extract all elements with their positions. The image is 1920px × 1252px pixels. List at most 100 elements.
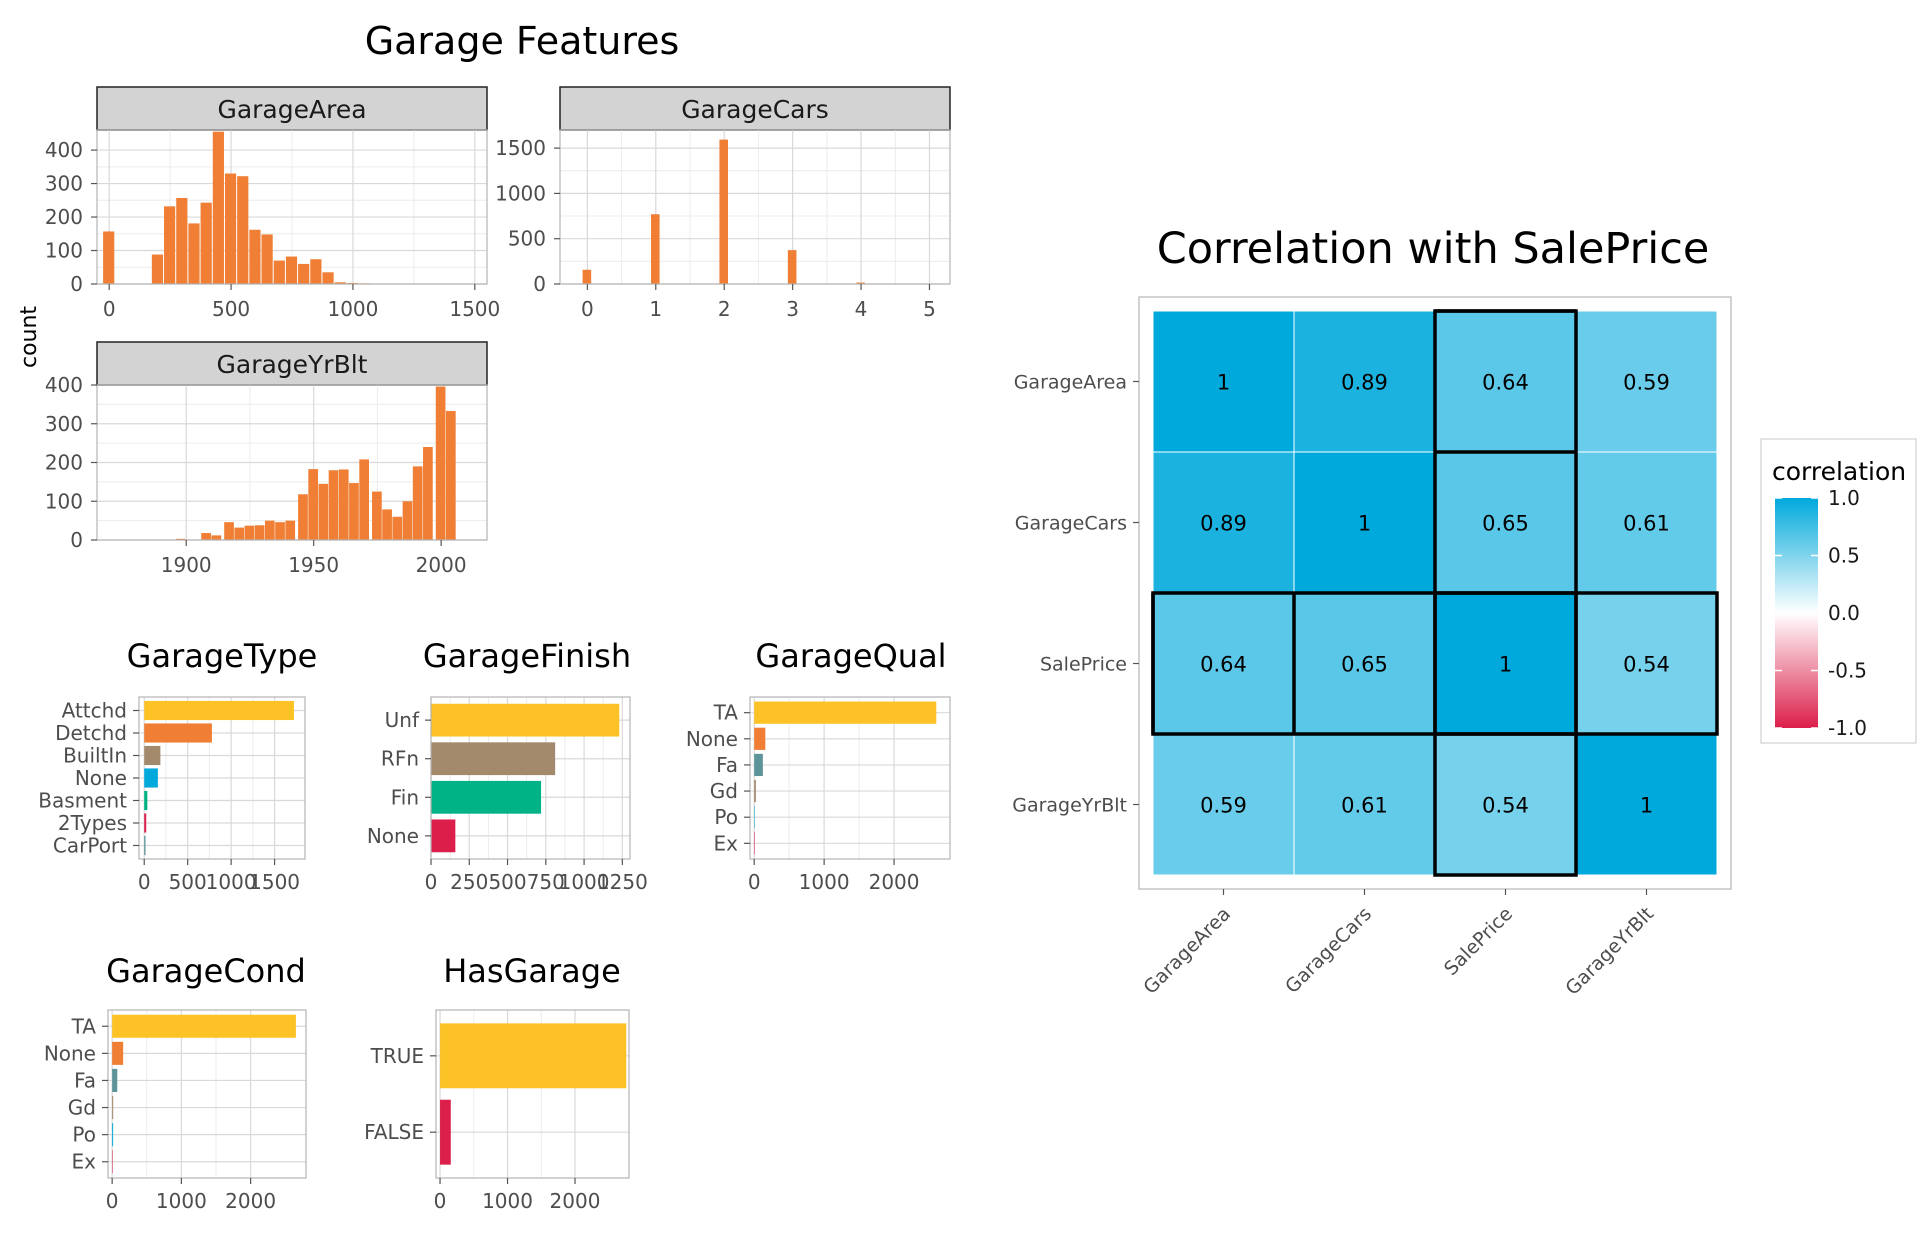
subplot-title: GarageFinish: [423, 637, 631, 675]
x-tick-label: 2000: [225, 1189, 276, 1213]
category-bar: [112, 1096, 113, 1119]
histogram-bar: [285, 521, 295, 540]
legend-tick-label: 0.5: [1828, 544, 1860, 568]
category-bar: [112, 1150, 113, 1173]
heatmap-value-label: 0.65: [1482, 512, 1529, 536]
y-tick-label: Ex: [714, 831, 739, 855]
x-tick-label: 2000: [416, 553, 467, 577]
x-tick-label: SalePrice: [1440, 903, 1517, 980]
legend-tick-label: 1.0: [1828, 486, 1860, 510]
heatmap-value-label: 1: [1640, 794, 1653, 818]
x-tick-label: 1900: [161, 553, 212, 577]
x-tick-label: 0: [581, 297, 594, 321]
y-tick-label: 200: [45, 451, 83, 475]
histogram-bar: [319, 484, 329, 540]
x-tick-label: 0: [748, 870, 761, 894]
y-tick-label: Fin: [391, 785, 419, 809]
category-bar: [754, 702, 936, 724]
y-tick-label: GarageArea: [1014, 372, 1127, 394]
histogram-bar: [788, 250, 797, 284]
y-tick-label: 1000: [495, 181, 546, 205]
y-tick-label: 200: [45, 205, 83, 229]
category-bar: [754, 806, 755, 828]
x-tick-label: 0: [106, 1189, 119, 1213]
y-tick-label: TA: [713, 701, 739, 725]
x-tick-label: 0: [138, 870, 151, 894]
x-tick-label: 500: [212, 297, 250, 321]
category-bar: [754, 780, 756, 802]
category-bar: [144, 723, 212, 742]
x-tick-label: 1250: [597, 870, 648, 894]
y-tick-label: Po: [72, 1123, 96, 1147]
x-tick-label: 1500: [449, 297, 500, 321]
heatmap-value-label: 1: [1217, 371, 1230, 395]
y-tick-label: Gd: [710, 779, 738, 803]
x-tick-label: 1000: [482, 1189, 533, 1213]
x-tick-label: 1000: [156, 1189, 207, 1213]
histogram-bar: [339, 469, 349, 540]
x-tick-label: 1: [649, 297, 662, 321]
histogram-bar: [164, 206, 175, 284]
heatmap-value-label: 1: [1499, 653, 1512, 677]
heatmap-value-label: 0.89: [1200, 512, 1247, 536]
y-tick-label: None: [686, 727, 738, 751]
category-bar: [431, 704, 619, 737]
heatmap-title: Correlation with SalePrice: [1157, 224, 1710, 274]
category-bar: [754, 832, 755, 854]
x-tick-label: 4: [855, 297, 868, 321]
histogram-bar: [255, 525, 265, 540]
histogram-bar: [403, 501, 413, 540]
category-bar: [144, 813, 146, 832]
category-bar: [112, 1015, 296, 1038]
histogram-bar: [349, 483, 359, 540]
histogram-bar: [651, 214, 660, 284]
legend-tick-label: 0.0: [1828, 601, 1860, 625]
x-tick-label: 0: [425, 870, 438, 894]
y-tick-label: GarageCars: [1015, 513, 1127, 535]
subplot-title: GarageQual: [755, 637, 946, 675]
histogram-bar: [719, 140, 728, 284]
y-axis-label: count: [17, 306, 42, 368]
category-bar: [144, 791, 147, 810]
y-tick-label: 300: [45, 412, 83, 436]
facet-title: GarageArea: [217, 95, 366, 124]
histogram-bar: [274, 261, 285, 284]
legend-tick-label: -1.0: [1828, 716, 1867, 740]
y-tick-label: 400: [45, 138, 83, 162]
histogram-bar: [322, 272, 333, 284]
histogram-bar: [234, 528, 244, 540]
y-tick-label: GarageYrBlt: [1012, 795, 1127, 817]
x-tick-label: 3: [786, 297, 799, 321]
y-tick-label: Fa: [74, 1068, 96, 1092]
histogram-bar: [176, 198, 187, 284]
category-bar: [112, 1042, 123, 1065]
y-tick-label: Detchd: [55, 721, 127, 745]
histogram-bar: [188, 223, 199, 284]
x-tick-label: 1950: [288, 553, 339, 577]
y-tick-label: 0: [533, 272, 546, 296]
y-tick-label: 500: [508, 227, 546, 251]
histogram-bar: [298, 494, 308, 540]
y-tick-label: 2Types: [58, 811, 127, 835]
histogram-bar: [225, 174, 236, 284]
y-tick-label: Fa: [716, 753, 738, 777]
y-tick-label: None: [44, 1041, 96, 1065]
histogram-bar: [224, 522, 234, 540]
y-tick-label: None: [75, 766, 127, 790]
y-tick-label: 300: [45, 172, 83, 196]
x-tick-label: 250: [450, 870, 488, 894]
y-tick-label: 400: [45, 373, 83, 397]
category-bar: [431, 819, 455, 852]
y-tick-label: Po: [714, 805, 738, 829]
histogram-bar: [583, 270, 592, 284]
y-tick-label: 100: [45, 489, 83, 513]
histogram-bar: [310, 259, 321, 284]
heatmap-value-label: 1: [1358, 512, 1371, 536]
histogram-bar: [103, 231, 114, 284]
x-tick-label: GarageCars: [1281, 903, 1376, 998]
histogram-bar: [211, 535, 221, 540]
x-tick-label: 1000: [327, 297, 378, 321]
histogram-bar: [413, 466, 423, 540]
category-bar: [144, 836, 145, 855]
